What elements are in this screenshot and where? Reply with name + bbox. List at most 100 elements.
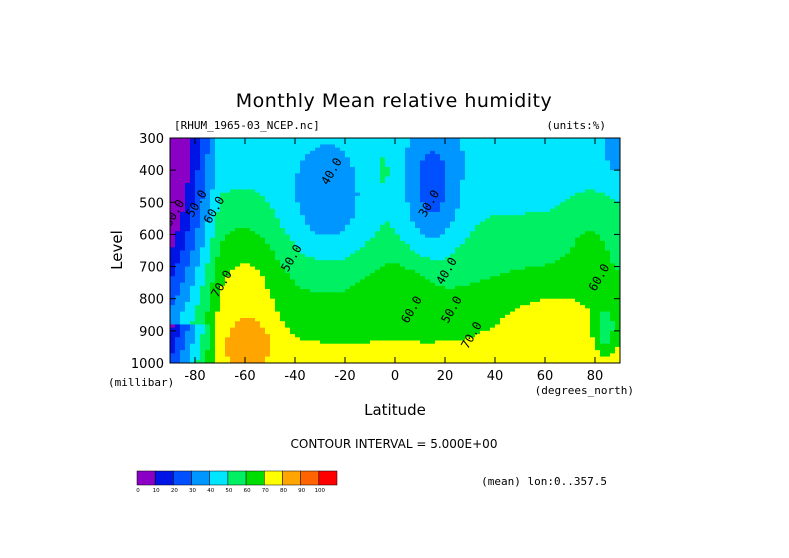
- field-cell: [440, 273, 446, 277]
- field-cell: [265, 215, 271, 219]
- field-cell: [245, 330, 251, 335]
- field-cell: [335, 183, 341, 187]
- field-cell: [470, 208, 476, 213]
- field-cell: [325, 308, 331, 313]
- field-cell: [195, 253, 201, 258]
- field-cell: [300, 285, 306, 290]
- field-cell: [355, 240, 361, 245]
- field-cell: [395, 353, 401, 358]
- field-cell: [375, 221, 381, 226]
- field-cell: [335, 327, 341, 332]
- field-cell: [205, 353, 211, 358]
- field-cell: [350, 195, 356, 200]
- field-cell: [280, 308, 286, 313]
- field-cell: [520, 199, 526, 203]
- field-cell: [360, 273, 366, 277]
- field-cell: [465, 311, 471, 316]
- field-cell: [365, 234, 371, 239]
- field-cell: [440, 195, 446, 200]
- field-cell: [340, 176, 346, 181]
- field-cell: [180, 215, 186, 219]
- field-cell: [260, 256, 266, 261]
- field-cell: [420, 308, 426, 313]
- field-cell: [200, 221, 206, 226]
- field-cell: [300, 356, 306, 361]
- field-cell: [240, 256, 246, 261]
- field-cell: [520, 250, 526, 255]
- field-cell: [450, 141, 456, 146]
- field-cell: [190, 318, 196, 322]
- field-cell: [380, 160, 386, 165]
- field-cell: [460, 340, 466, 345]
- field-cell: [485, 308, 491, 313]
- field-cell: [345, 205, 351, 210]
- field-cell: [405, 195, 411, 200]
- field-cell: [425, 279, 431, 284]
- field-cell: [370, 337, 376, 342]
- field-cell: [190, 276, 196, 281]
- field-cell: [170, 289, 176, 293]
- field-cell: [195, 292, 201, 297]
- field-cell: [315, 308, 321, 313]
- field-cell: [450, 279, 456, 284]
- field-cell: [385, 141, 391, 146]
- field-cell: [420, 311, 426, 316]
- field-cell: [395, 292, 401, 297]
- field-cell: [180, 154, 186, 158]
- field-cell: [175, 218, 181, 223]
- field-cell: [435, 170, 441, 174]
- field-cell: [340, 154, 346, 158]
- field-cell: [235, 256, 241, 261]
- field-cell: [455, 215, 461, 219]
- field-cell: [300, 330, 306, 335]
- field-cell: [190, 273, 196, 277]
- field-cell: [180, 340, 186, 345]
- field-cell: [460, 166, 466, 171]
- field-cell: [380, 205, 386, 210]
- field-cell: [475, 157, 481, 162]
- field-cell: [440, 295, 446, 300]
- field-cell: [330, 208, 336, 213]
- field-cell: [260, 356, 266, 361]
- field-cell: [305, 205, 311, 210]
- field-cell: [400, 231, 406, 236]
- field-cell: [350, 282, 356, 287]
- field-cell: [375, 324, 381, 329]
- field-cell: [345, 282, 351, 287]
- field-cell: [215, 221, 221, 226]
- field-cell: [455, 202, 461, 207]
- field-cell: [180, 260, 186, 264]
- field-cell: [340, 279, 346, 284]
- field-cell: [305, 350, 311, 354]
- field-cell: [195, 327, 201, 332]
- field-cell: [520, 298, 526, 303]
- field-cell: [235, 359, 241, 363]
- field-cell: [465, 256, 471, 261]
- field-cell: [500, 314, 506, 319]
- field-cell: [390, 183, 396, 187]
- field-cell: [370, 327, 376, 332]
- field-cell: [295, 199, 301, 203]
- field-cell: [230, 324, 236, 329]
- field-cell: [195, 273, 201, 277]
- field-cell: [405, 244, 411, 248]
- field-cell: [195, 334, 201, 338]
- field-cell: [230, 192, 236, 197]
- field-cell: [430, 179, 436, 184]
- field-cell: [505, 215, 511, 219]
- field-cell: [290, 228, 296, 232]
- field-cell: [425, 305, 431, 309]
- field-cell: [295, 321, 301, 326]
- field-cell: [455, 311, 461, 316]
- field-cell: [365, 273, 371, 277]
- field-cell: [305, 269, 311, 274]
- field-cell: [415, 285, 421, 290]
- field-cell: [410, 253, 416, 258]
- field-cell: [290, 240, 296, 245]
- field-cell: [225, 189, 231, 194]
- field-cell: [330, 141, 336, 146]
- field-cell: [300, 305, 306, 309]
- field-cell: [445, 234, 451, 239]
- field-cell: [360, 195, 366, 200]
- field-cell: [470, 147, 476, 152]
